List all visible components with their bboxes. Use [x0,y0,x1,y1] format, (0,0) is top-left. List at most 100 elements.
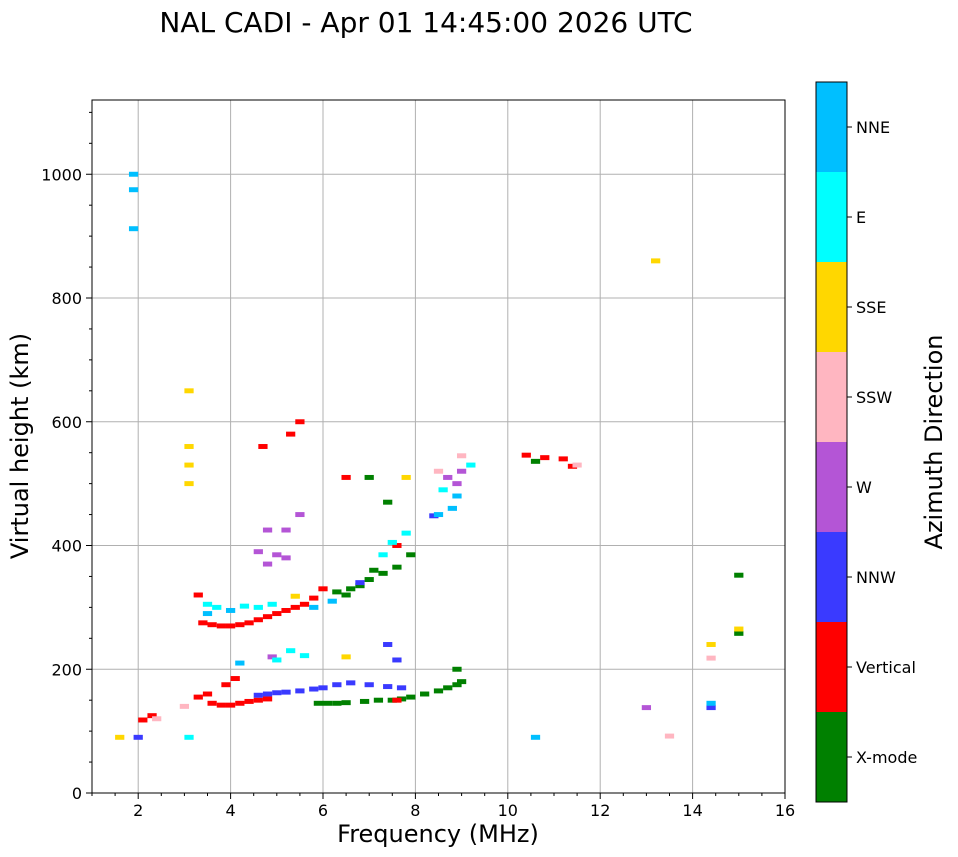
data-point [706,655,716,661]
data-point [433,512,444,518]
data-point [433,688,444,694]
data-point [327,598,337,604]
data-point [267,601,277,607]
data-point [392,564,402,570]
data-point [392,697,402,703]
data-point [332,682,342,688]
colorbar-tick-label: X-mode [856,748,917,767]
data-point [202,691,213,697]
colorbar-segment [816,352,847,442]
data-point [290,604,300,610]
x-tick-label: 6 [318,801,328,820]
plot-background [92,100,785,793]
data-point [466,462,476,468]
data-point [452,682,462,688]
data-point [364,474,374,480]
data-point [318,586,328,592]
y-tick-label: 1000 [41,165,82,184]
data-point [406,694,416,700]
data-point [456,453,467,459]
data-point [332,700,342,706]
data-point [272,552,282,558]
data-point [318,685,328,691]
series-e [184,462,476,740]
data-point [734,572,744,578]
data-point [295,512,305,518]
data-point [295,419,305,425]
data-point [346,586,356,592]
data-point [216,623,226,629]
data-point [262,614,273,620]
data-point [207,622,217,628]
data-point [396,685,407,691]
data-point [193,694,203,700]
data-point [530,734,541,740]
data-point [706,700,716,706]
data-point [369,567,379,573]
data-point [225,623,236,629]
data-point [406,552,416,558]
data-point [225,607,236,613]
data-point [198,620,208,626]
colorbar-tick-label: Vertical [856,658,916,677]
data-point [290,593,300,599]
x-tick-label: 14 [682,801,702,820]
data-point [225,702,236,708]
series-sse [115,258,744,740]
y-axis-ticks: 0 200 400 600 800 1000 [41,111,92,803]
colorbar-segment [816,622,847,712]
data-point [452,493,462,499]
data-point [396,696,407,702]
data-point [235,660,245,666]
data-point [641,705,652,711]
data-point [253,697,263,703]
colorbar-tick-label: NNE [856,118,890,137]
y-tick-label: 400 [51,537,82,556]
data-point [262,527,273,533]
data-point [281,607,291,613]
data-point [295,688,305,694]
data-point [230,676,240,682]
data-point [147,713,157,719]
data-point [383,499,393,505]
data-point [184,462,194,468]
data-point [258,444,268,449]
data-point [202,601,213,607]
series-ssw [152,453,716,739]
data-point [216,702,226,708]
data-point [262,691,273,697]
data-point [706,642,716,647]
colorbar: X-mode Vertical NNW W SSW SSE E NNE [815,81,917,803]
data-point [443,685,453,691]
data-point [253,617,263,623]
data-point [651,258,661,264]
data-point [359,698,370,704]
x-tick-label: 16 [775,801,795,820]
data-point [128,187,139,193]
plot-area: 2 4 6 8 10 12 14 16 0 200 400 600 800 1000 [41,99,795,820]
series-w [253,468,652,711]
data-point [373,697,384,703]
data-point [309,686,319,692]
data-point [128,226,139,232]
data-point [193,592,203,598]
data-point [664,733,675,739]
chart-title: NAL CADI - Apr 01 14:45:00 2026 UTC [159,6,692,39]
data-point [207,700,217,706]
data-point [184,734,194,740]
data-point [452,481,462,487]
data-point [272,690,282,696]
data-point [212,604,222,610]
colorbar-segment [816,442,847,532]
data-point [133,734,143,740]
data-point [540,455,550,461]
colorbar-segment [816,82,847,172]
x-tick-label: 8 [410,801,420,820]
data-point [383,684,393,690]
data-point [235,700,245,706]
data-point [281,689,291,695]
colorbar-segment [816,532,847,622]
data-point [530,458,541,464]
x-tick-label: 4 [226,801,236,820]
data-point [401,474,411,480]
